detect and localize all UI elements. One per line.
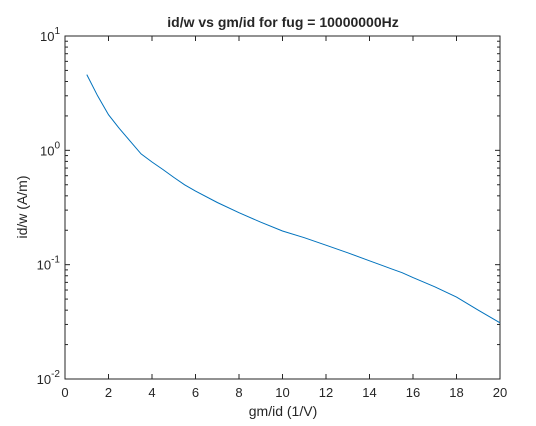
x-tick-label: 14 — [362, 385, 376, 400]
x-tick-label: 4 — [148, 385, 155, 400]
y-tick-label: 10-1 — [37, 255, 61, 273]
x-tick-label: 6 — [192, 385, 199, 400]
x-axis-label: gm/id (1/V) — [249, 403, 317, 419]
x-tick-label: 2 — [105, 385, 112, 400]
x-tick-label: 10 — [275, 385, 289, 400]
y-tick-label: 101 — [40, 26, 60, 44]
x-tick-label: 16 — [406, 385, 420, 400]
y-tick-label: 100 — [40, 140, 60, 158]
x-tick-label: 0 — [61, 385, 68, 400]
plot-area: 0 2 4 6 8 10 12 14 16 18 20 10-2 10-1 100 101 — [37, 26, 508, 400]
y-axis-label: id/w (A/m) — [14, 176, 30, 239]
y-tick-label: 10-2 — [37, 369, 61, 387]
chart-title: id/w vs gm/id for fug = 10000000Hz — [167, 14, 398, 30]
x-tick-label: 12 — [319, 385, 333, 400]
series-line-1 — [86, 74, 501, 324]
x-tick-label: 8 — [235, 385, 242, 400]
x-tick-label: 20 — [493, 385, 507, 400]
x-tick-label: 18 — [449, 385, 463, 400]
